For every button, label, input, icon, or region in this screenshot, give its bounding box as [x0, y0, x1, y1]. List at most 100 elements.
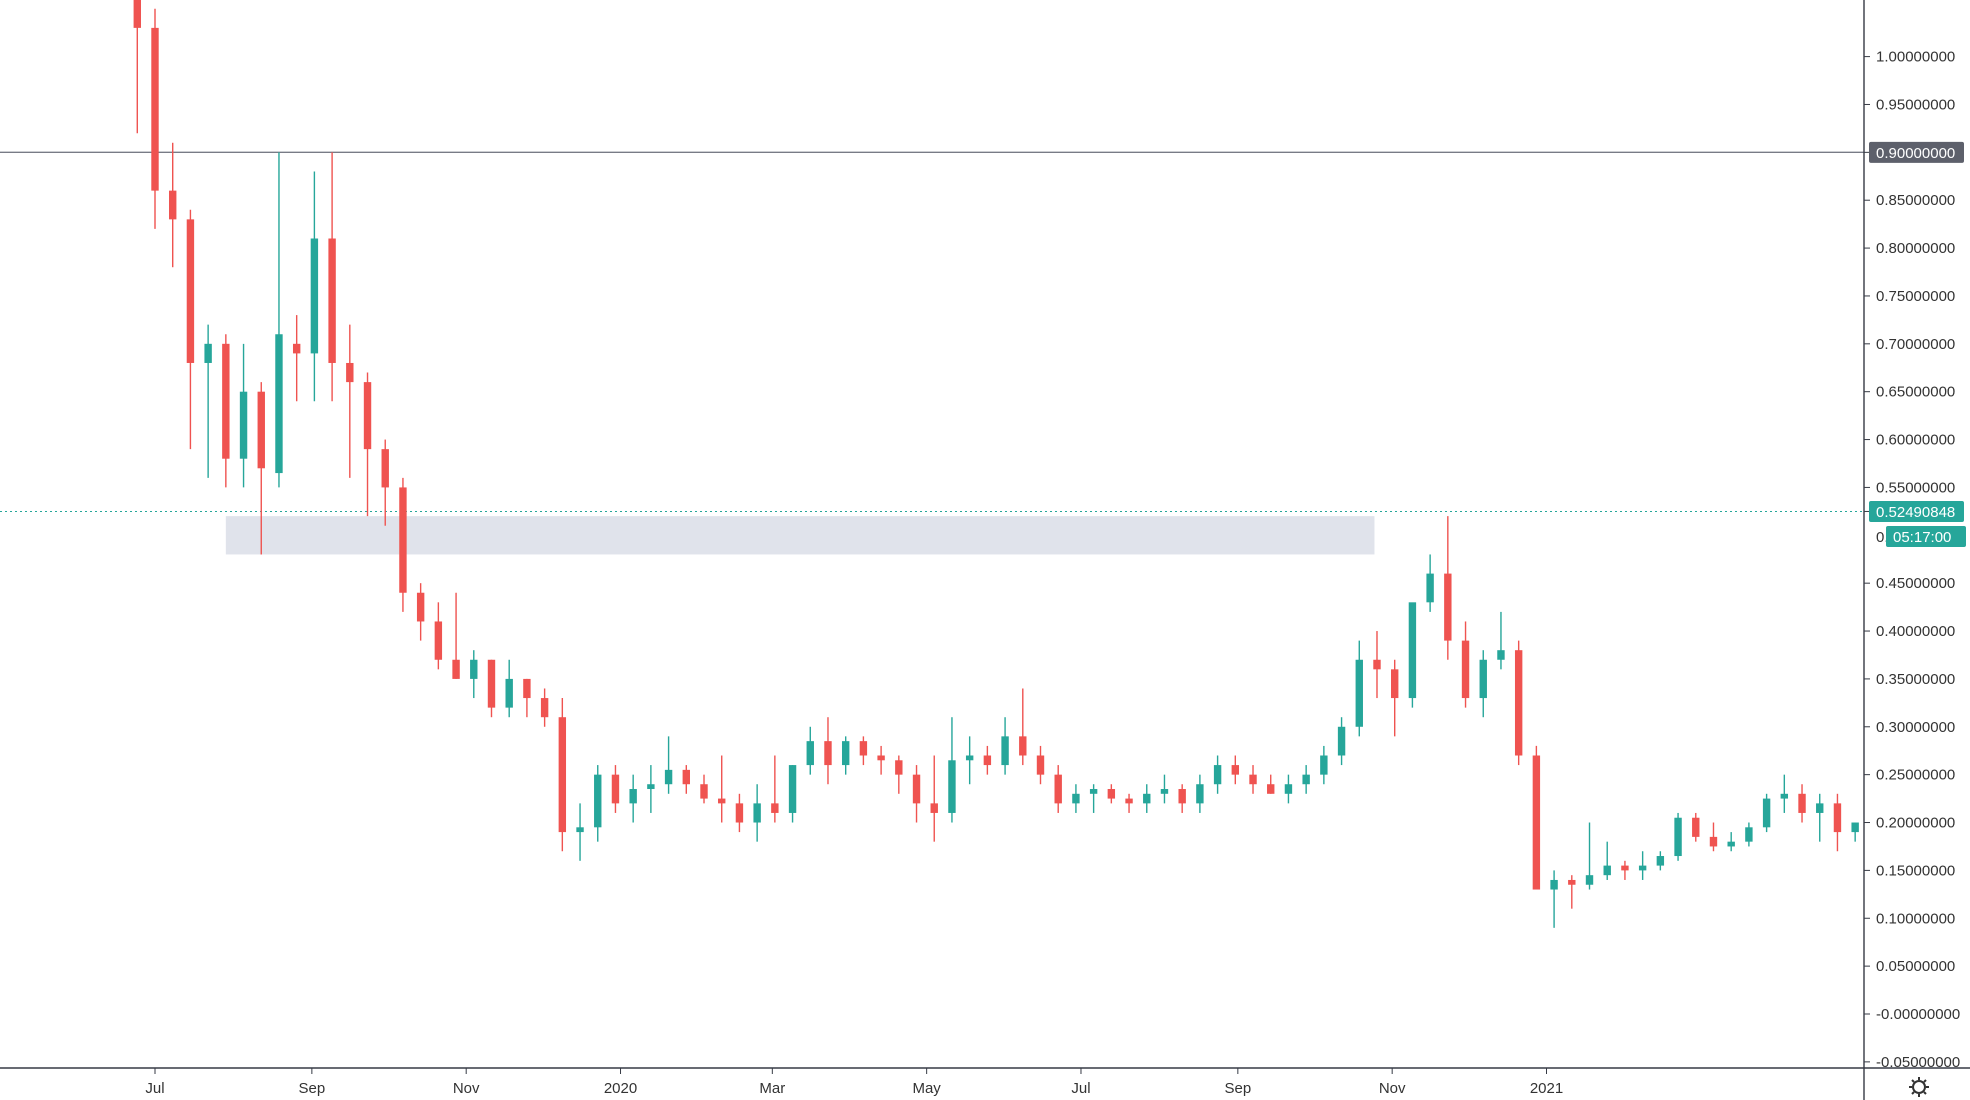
candle-body: [487, 659, 496, 708]
candle-body: [753, 803, 761, 823]
candle-body: [1373, 659, 1381, 670]
x-tick-label: Sep: [299, 1080, 326, 1097]
y-tick-label: 0.05000000: [1876, 958, 1955, 975]
candle-body: [948, 760, 956, 813]
candle: [930, 755, 938, 842]
candle-body: [133, 0, 141, 28]
level-lines-layer: [0, 151, 1864, 512]
candle-body: [1355, 659, 1363, 727]
candle: [841, 736, 850, 775]
candle-body: [1054, 774, 1062, 804]
price-axis-panel[interactable]: [1865, 0, 1970, 1100]
candle-body: [1036, 755, 1045, 775]
candle: [1745, 822, 1753, 847]
candle-body: [1391, 669, 1399, 699]
candle: [399, 477, 407, 612]
candle-body: [452, 659, 460, 679]
x-tick-label: 2020: [604, 1080, 637, 1097]
candle-body: [700, 784, 708, 799]
candle: [1532, 745, 1541, 890]
time-axis-panel[interactable]: [0, 1069, 1970, 1100]
x-tick-label: Jul: [145, 1080, 164, 1097]
candle-body: [363, 382, 372, 450]
y-tick-label: 0.85000000: [1876, 192, 1955, 209]
gear-icon[interactable]: [1909, 1077, 1929, 1097]
candle-body: [1284, 784, 1293, 794]
support-zone[interactable]: [225, 516, 1375, 555]
candle: [1249, 765, 1257, 794]
y-tick-label: 0.10000000: [1876, 910, 1955, 927]
candle: [1426, 554, 1434, 612]
candle: [434, 602, 443, 670]
candle: [1780, 774, 1789, 813]
candle-body: [328, 238, 336, 363]
candle-body: [470, 659, 478, 679]
y-tick-label: 0.35000000: [1876, 671, 1955, 688]
candle-body: [1426, 573, 1434, 603]
candle-body: [310, 238, 319, 354]
candle: [1621, 860, 1629, 880]
countdown-badge-bg: [1886, 525, 1966, 547]
candle: [594, 765, 602, 842]
candle-body: [1851, 822, 1859, 833]
candle-body: [1072, 793, 1080, 804]
candle-body: [771, 803, 779, 813]
candle: [151, 8, 159, 229]
level-price-badge-bg: [1869, 141, 1964, 163]
price-badges-layer: 0.90000000 0.52490848 0. 05:17:00: [1869, 141, 1966, 547]
candle: [1444, 516, 1452, 660]
candle-body: [1745, 827, 1753, 842]
candle: [1196, 774, 1204, 813]
candle: [133, 0, 141, 134]
candle-body: [930, 803, 938, 813]
candle: [1514, 640, 1523, 766]
y-tick-label: 0.25000000: [1876, 767, 1955, 784]
candle: [1550, 870, 1558, 928]
candle-body: [275, 334, 283, 474]
candle-body: [222, 343, 230, 459]
y-tick-label: 0.45000000: [1876, 575, 1955, 592]
candle-body: [1231, 765, 1240, 775]
candle-body: [239, 391, 248, 459]
candle-body: [1461, 640, 1470, 699]
candle-body: [1444, 573, 1452, 641]
y-tick-label: 1.00000000: [1876, 49, 1955, 66]
y-tick-label: 0.95000000: [1876, 96, 1955, 113]
y-tick-label: 0.30000000: [1876, 719, 1955, 736]
candle-body: [594, 774, 602, 828]
candle: [328, 152, 336, 402]
candle-body: [859, 741, 868, 756]
candle-body: [841, 741, 850, 766]
candle-body: [204, 343, 212, 363]
candle: [222, 334, 230, 488]
candle-body: [1621, 865, 1629, 871]
candle-body: [1107, 789, 1116, 799]
candle: [806, 726, 814, 775]
candle-body: [1638, 865, 1647, 871]
y-tick-label: 0.75000000: [1876, 288, 1955, 305]
candle: [1692, 812, 1700, 842]
support-zone-layer: [225, 516, 1375, 555]
x-tick-label: Jul: [1071, 1080, 1090, 1097]
candle-body: [416, 592, 425, 622]
candle: [204, 324, 212, 478]
candle-body: [806, 741, 814, 766]
candle-body: [912, 774, 921, 804]
candle-body: [1692, 817, 1700, 837]
candle: [1568, 875, 1576, 909]
candle: [558, 698, 567, 852]
candle-body: [1550, 879, 1558, 890]
candle-body: [1479, 659, 1487, 699]
candle: [1373, 631, 1381, 699]
candle: [753, 784, 761, 842]
candle: [1125, 793, 1133, 813]
candle-body: [292, 343, 301, 354]
candle: [1143, 784, 1151, 813]
candle-body: [718, 798, 726, 804]
candle: [275, 152, 283, 488]
candle-body: [399, 487, 407, 593]
candle-body: [1727, 841, 1735, 847]
candle: [1267, 774, 1275, 794]
